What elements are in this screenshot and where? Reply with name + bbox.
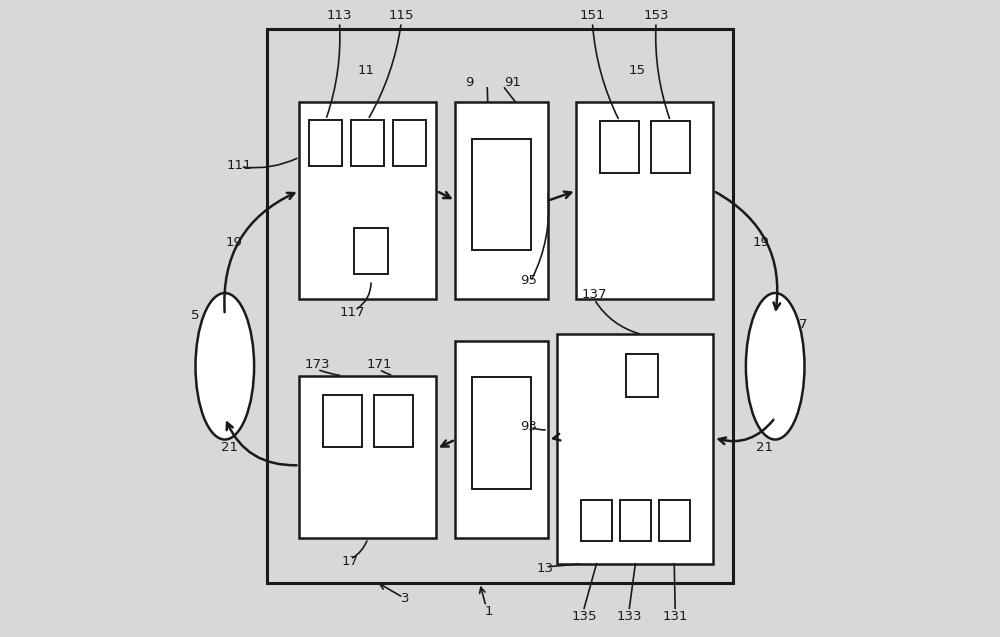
Bar	[659, 500, 690, 541]
Bar	[600, 121, 639, 173]
Text: 93: 93	[520, 420, 537, 433]
Bar	[651, 121, 690, 173]
Text: 171: 171	[366, 358, 392, 371]
Bar	[576, 102, 713, 299]
Text: 115: 115	[389, 10, 414, 22]
Text: 95: 95	[520, 274, 537, 287]
Text: 113: 113	[327, 10, 352, 22]
Text: 91: 91	[504, 76, 521, 89]
Text: 151: 151	[580, 10, 605, 22]
Text: 19: 19	[753, 236, 770, 248]
Bar	[472, 377, 531, 489]
Text: 137: 137	[582, 288, 607, 301]
Text: 131: 131	[662, 610, 688, 623]
Text: 15: 15	[628, 64, 645, 76]
Text: 1: 1	[485, 605, 493, 618]
Ellipse shape	[746, 293, 804, 440]
Ellipse shape	[196, 293, 254, 440]
Bar	[455, 102, 548, 299]
Text: 135: 135	[571, 610, 597, 623]
Bar	[374, 395, 413, 447]
Bar	[455, 341, 548, 538]
Text: 111: 111	[226, 159, 252, 172]
Text: 173: 173	[304, 358, 330, 371]
Bar	[299, 102, 436, 299]
Bar	[299, 376, 436, 538]
Bar	[620, 500, 651, 541]
Bar	[581, 500, 612, 541]
Text: 21: 21	[756, 441, 773, 454]
Text: 17: 17	[342, 555, 359, 568]
Text: 21: 21	[221, 441, 238, 454]
Text: 13: 13	[536, 562, 553, 575]
Bar	[472, 139, 531, 250]
Text: 133: 133	[617, 610, 642, 623]
Text: 3: 3	[401, 592, 410, 605]
Bar	[351, 120, 384, 166]
Text: 9: 9	[465, 76, 474, 89]
Text: 5: 5	[191, 309, 200, 322]
Bar	[309, 120, 342, 166]
Text: 117: 117	[339, 306, 365, 318]
Bar	[267, 29, 733, 583]
Bar	[557, 334, 713, 564]
Text: 19: 19	[225, 236, 242, 248]
Bar	[626, 354, 658, 397]
Bar	[323, 395, 362, 447]
Text: 7: 7	[799, 318, 807, 331]
Text: 153: 153	[643, 10, 669, 22]
Text: 11: 11	[358, 64, 375, 76]
Bar	[393, 120, 426, 166]
Bar	[354, 228, 388, 274]
